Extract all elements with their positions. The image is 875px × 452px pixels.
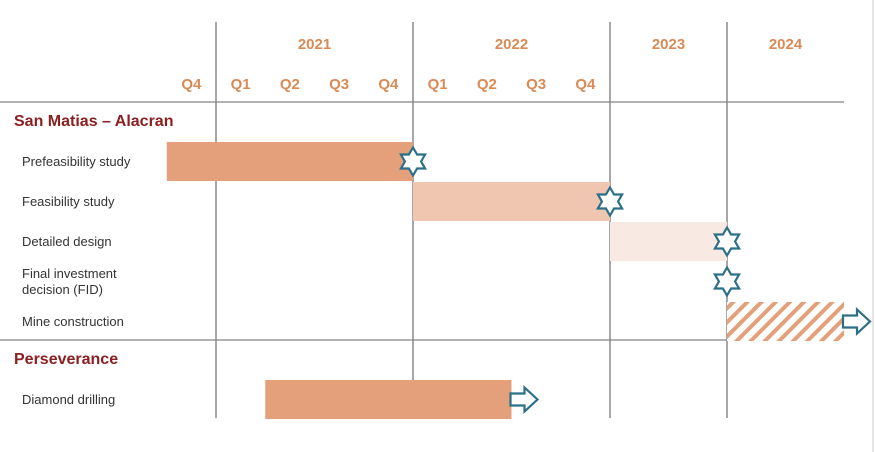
milestone-star [713, 225, 741, 258]
task-label-box: Diamond drilling [22, 391, 116, 407]
task-label: Feasibility study [22, 193, 115, 209]
quarter-label: Q2 [280, 76, 300, 93]
task-bar [166, 142, 413, 181]
quarter-label: Q3 [526, 76, 546, 93]
task-label-box: Prefeasibility study [22, 153, 131, 169]
milestone-star [596, 185, 624, 218]
year-label: 2021 [298, 36, 331, 53]
quarter-label: Q4 [378, 76, 399, 93]
task-bar [727, 302, 844, 341]
year-label: 2023 [652, 36, 685, 53]
continuation-arrow [509, 384, 540, 415]
task-label: Detailed design [22, 233, 112, 249]
milestone-star [399, 145, 427, 178]
task-label: Final investment decision (FID) [22, 265, 117, 297]
quarter-label: Q1 [231, 76, 251, 93]
year-label: 2022 [495, 36, 528, 53]
task-label-box: Final investment decision (FID) [22, 265, 117, 297]
group-label: San Matias – Alacran [14, 113, 173, 130]
task-label-box: Mine construction [22, 313, 124, 329]
quarter-label: Q4 [181, 76, 202, 93]
quarter-label: Q3 [329, 76, 349, 93]
quarter-label: Q1 [428, 76, 448, 93]
task-bar [413, 182, 610, 221]
task-label: Diamond drilling [22, 391, 116, 407]
task-label-box: Feasibility study [22, 193, 115, 209]
group-label: Perseverance [14, 351, 118, 368]
continuation-arrow [841, 306, 872, 337]
year-label: 2024 [769, 36, 803, 53]
milestone-star [713, 265, 741, 298]
task-label: Mine construction [22, 313, 124, 329]
quarter-label: Q4 [575, 76, 596, 93]
task-bar [610, 222, 727, 261]
task-label-box: Detailed design [22, 233, 112, 249]
quarter-label: Q2 [477, 76, 497, 93]
task-label: Prefeasibility study [22, 153, 131, 169]
task-bar [265, 380, 512, 419]
